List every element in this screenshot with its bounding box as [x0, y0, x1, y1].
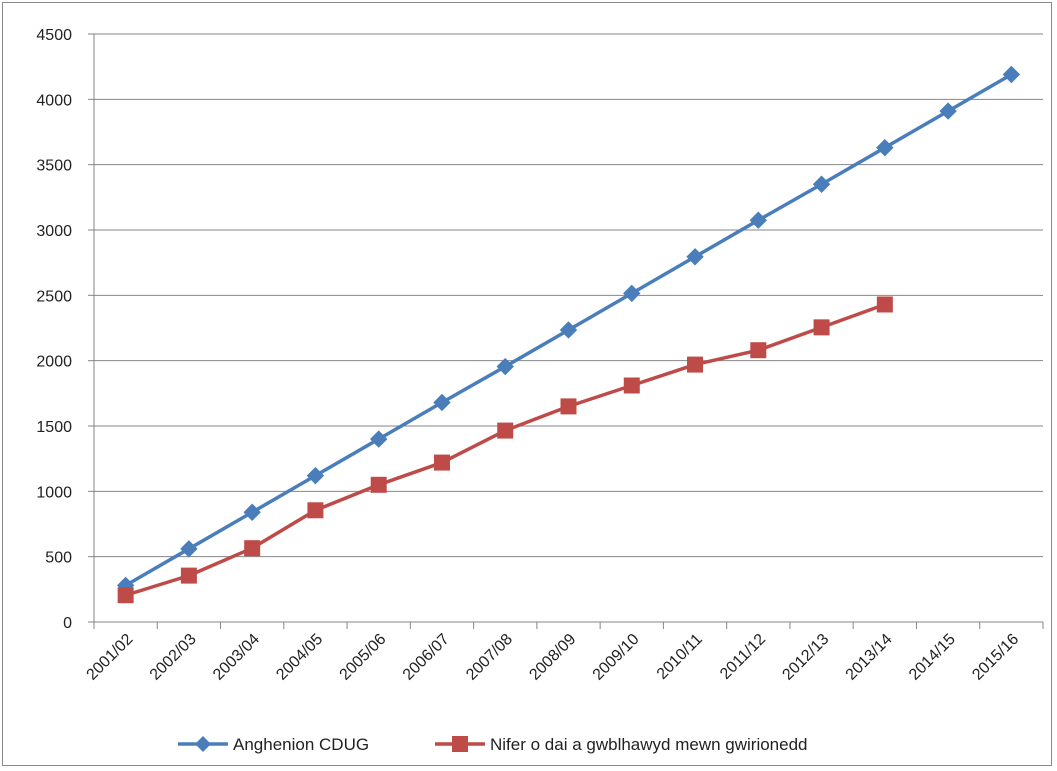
data-point-series-2 [433, 454, 450, 471]
x-tick-label: 2014/15 [906, 631, 959, 684]
data-point-series-1 [939, 102, 957, 120]
y-tick-label: 0 [63, 615, 72, 632]
data-point-series-2 [370, 476, 387, 493]
data-point-series-1 [180, 540, 198, 558]
legend-marker-2 [452, 736, 468, 752]
x-tick-label: 2013/14 [843, 631, 896, 684]
data-point-series-1 [369, 430, 388, 448]
x-tick-label: 2001/02 [84, 631, 137, 684]
x-tick-label: 2008/09 [526, 631, 579, 684]
data-point-series-2 [307, 502, 324, 519]
data-point-series-2 [813, 319, 830, 336]
series-layer [116, 65, 1021, 604]
axes [93, 34, 1043, 623]
y-tick-label: 3000 [36, 223, 72, 240]
y-axis-ticks: 0 500 1000 1500 2000 2500 3000 3500 4000 4500 [36, 27, 94, 632]
y-tick-label: 4500 [36, 27, 72, 44]
x-tick-label: 2007/08 [463, 631, 516, 684]
data-point-series-1 [686, 248, 704, 266]
x-tick-label: 2012/13 [779, 631, 832, 684]
x-tick-label: 2010/11 [654, 631, 706, 683]
x-tick-label: 2002/03 [147, 631, 200, 684]
legend-marker-1 [195, 736, 211, 752]
data-point-series-2 [687, 356, 704, 373]
data-point-series-1 [812, 175, 831, 193]
x-tick-label: 2009/10 [590, 631, 643, 684]
x-tick-label: 2015/16 [969, 631, 1022, 684]
legend-label-1: Anghenion CDUG [233, 735, 369, 754]
x-tick-label: 2004/05 [273, 631, 326, 684]
y-tick-label: 3500 [36, 158, 72, 175]
data-point-series-2 [876, 296, 893, 313]
y-tick-label: 500 [45, 550, 72, 567]
data-point-series-1 [1002, 65, 1021, 84]
x-tick-label: 2011/12 [717, 631, 769, 683]
y-tick-label: 1000 [36, 484, 72, 501]
data-point-series-2 [560, 398, 577, 415]
x-axis-ticks: 2001/02 2002/03 2003/04 2004/05 2005/06 2006/… [84, 622, 1044, 684]
data-point-series-1 [433, 393, 451, 412]
x-tick-label: 2005/06 [337, 631, 390, 684]
data-point-series-2 [117, 587, 134, 604]
data-point-series-2 [623, 377, 640, 394]
data-point-series-2 [750, 342, 767, 359]
y-tick-label: 1500 [36, 419, 72, 436]
data-point-series-1 [306, 466, 325, 485]
data-point-series-1 [749, 211, 768, 229]
legend-label-2: Nifer o dai a gwblhawyd mewn gwirionedd [490, 735, 808, 754]
data-point-series-1 [559, 321, 578, 339]
data-point-series-1 [623, 284, 641, 303]
data-point-series-2 [244, 540, 261, 557]
x-tick-label: 2006/07 [400, 631, 453, 684]
data-point-series-2 [180, 567, 197, 584]
legend: Anghenion CDUG Nifer o dai a gwblhawyd me… [178, 735, 808, 754]
data-point-series-1 [876, 138, 894, 157]
series-line-2 [125, 302, 886, 597]
data-point-series-1 [243, 503, 261, 521]
y-tick-label: 2000 [36, 354, 72, 371]
y-tick-label: 2500 [36, 288, 72, 305]
x-tick-label: 2003/04 [210, 631, 263, 684]
data-point-series-2 [497, 422, 514, 439]
data-point-series-1 [496, 357, 514, 376]
y-tick-label: 4000 [36, 92, 72, 109]
gridlines [94, 33, 1043, 558]
